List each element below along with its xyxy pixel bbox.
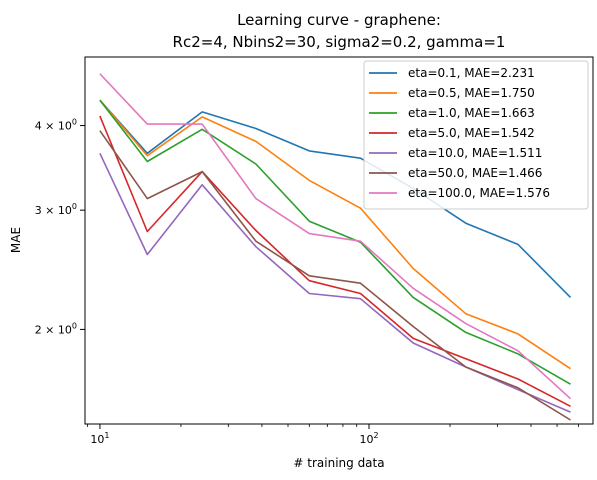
series-lines bbox=[99, 73, 572, 421]
legend-label: eta=5.0, MAE=1.542 bbox=[408, 126, 535, 140]
series-line-2 bbox=[99, 99, 571, 370]
legend-label: eta=1.0, MAE=1.663 bbox=[408, 106, 535, 120]
x-tick-label: 102 bbox=[359, 431, 378, 446]
y-axis-ticks: 2 × 100 3 × 100 4 × 100 bbox=[35, 118, 85, 336]
y-tick-label: 4 × 100 bbox=[35, 118, 77, 133]
x-tick-label: 101 bbox=[90, 431, 109, 446]
y-tick-label: 2 × 100 bbox=[35, 321, 77, 336]
y-tick-label: 3 × 100 bbox=[35, 202, 77, 217]
chart-subtitle: Rc2=4, Nbins2=30, sigma2=0.2, gamma=1 bbox=[173, 33, 506, 51]
series-line-5 bbox=[99, 152, 571, 413]
legend-label: eta=0.5, MAE=1.750 bbox=[408, 86, 535, 100]
legend-label: eta=0.1, MAE=2.231 bbox=[408, 66, 535, 80]
legend-box bbox=[363, 60, 589, 210]
x-axis-ticks: 101 102 bbox=[87, 424, 579, 446]
x-axis-label: # training data bbox=[293, 456, 384, 470]
legend-label: eta=50.0, MAE=1.466 bbox=[408, 166, 542, 180]
series-line-7 bbox=[99, 73, 572, 400]
plot-frame bbox=[84, 56, 594, 425]
y-axis-label: MAE bbox=[9, 227, 23, 253]
series-line-4 bbox=[99, 115, 571, 408]
series-line-1 bbox=[99, 99, 572, 298]
chart-title: Learning curve - graphene: bbox=[237, 11, 441, 29]
series-line-3 bbox=[99, 99, 571, 385]
legend-label: eta=100.0, MAE=1.576 bbox=[408, 186, 550, 200]
legend-label: eta=10.0, MAE=1.511 bbox=[408, 146, 542, 160]
series-line-6 bbox=[99, 130, 571, 421]
legend: eta=0.1, MAE=2.231 eta=0.5, MAE=1.750 eta=… bbox=[363, 60, 589, 210]
